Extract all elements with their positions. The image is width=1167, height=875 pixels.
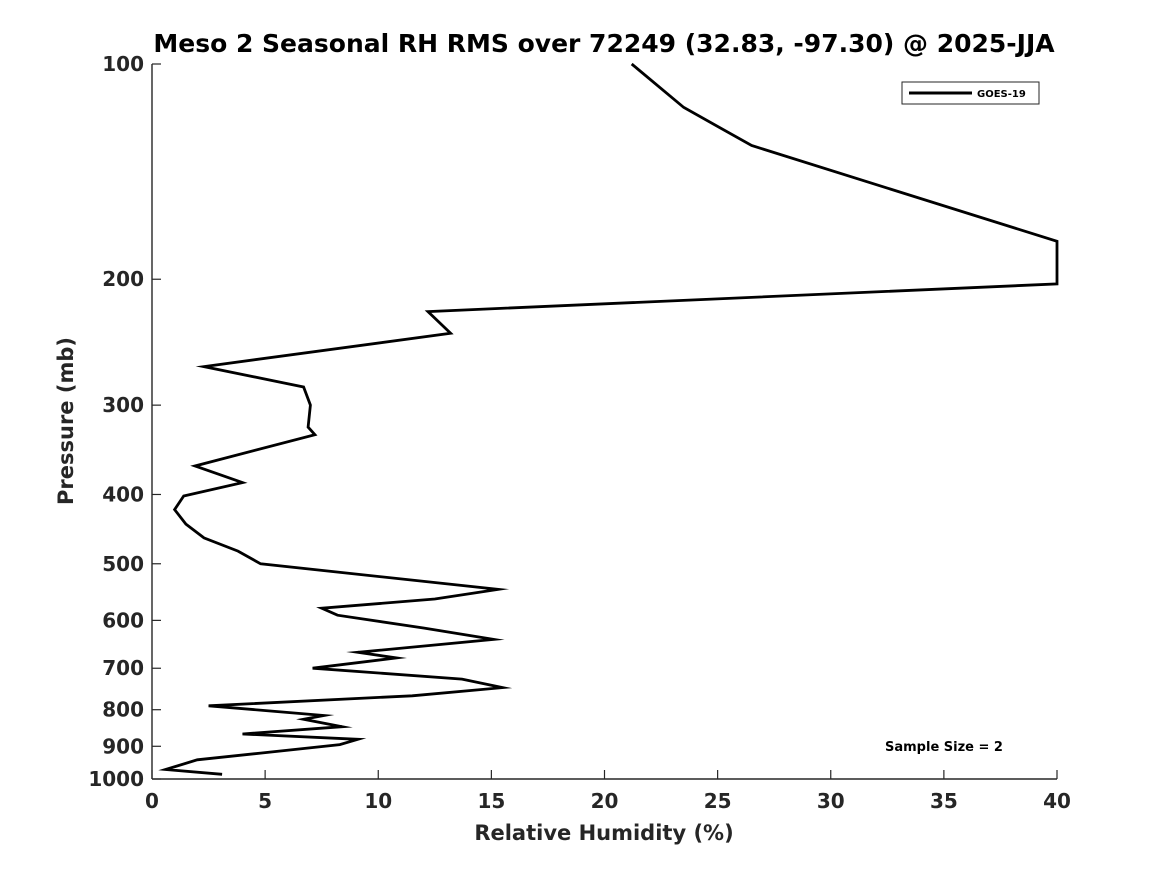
y-axis-label: Pressure (mb) [54,337,78,505]
x-axis-label: Relative Humidity (%) [474,821,733,845]
series-line-goes-19 [158,62,1059,776]
legend-label-goes-19: GOES-19 [977,89,1026,100]
chart-title: Meso 2 Seasonal RH RMS over 72249 (32.83… [153,29,1055,58]
y-tick-label: 100 [102,52,144,76]
x-tick-label: 40 [1043,789,1071,813]
series-layer [158,62,1059,776]
x-tick-label: 35 [930,789,958,813]
y-tick-label: 1000 [88,767,144,791]
y-tick-label: 300 [102,393,144,417]
x-axis-ticks: 0 5 10 15 20 25 30 35 40 [145,770,1071,813]
x-tick-label: 0 [145,789,159,813]
legend: GOES-19 [901,81,1040,105]
y-tick-label: 500 [102,552,144,576]
x-tick-label: 10 [364,789,392,813]
y-tick-label: 200 [102,267,144,291]
y-tick-label: 600 [102,608,144,632]
y-tick-label: 400 [102,482,144,506]
x-tick-label: 5 [258,789,272,813]
y-tick-label: 900 [102,734,144,758]
x-tick-label: 30 [817,789,845,813]
y-axis-ticks: 100 200 300 400 500 600 700 800 900 1000 [88,52,161,791]
y-tick-label: 800 [102,698,144,722]
y-tick-label: 700 [102,656,144,680]
x-tick-label: 25 [704,789,732,813]
x-tick-label: 20 [591,789,619,813]
sample-size-annotation: Sample Size = 2 [885,740,1003,755]
x-tick-label: 15 [477,789,505,813]
